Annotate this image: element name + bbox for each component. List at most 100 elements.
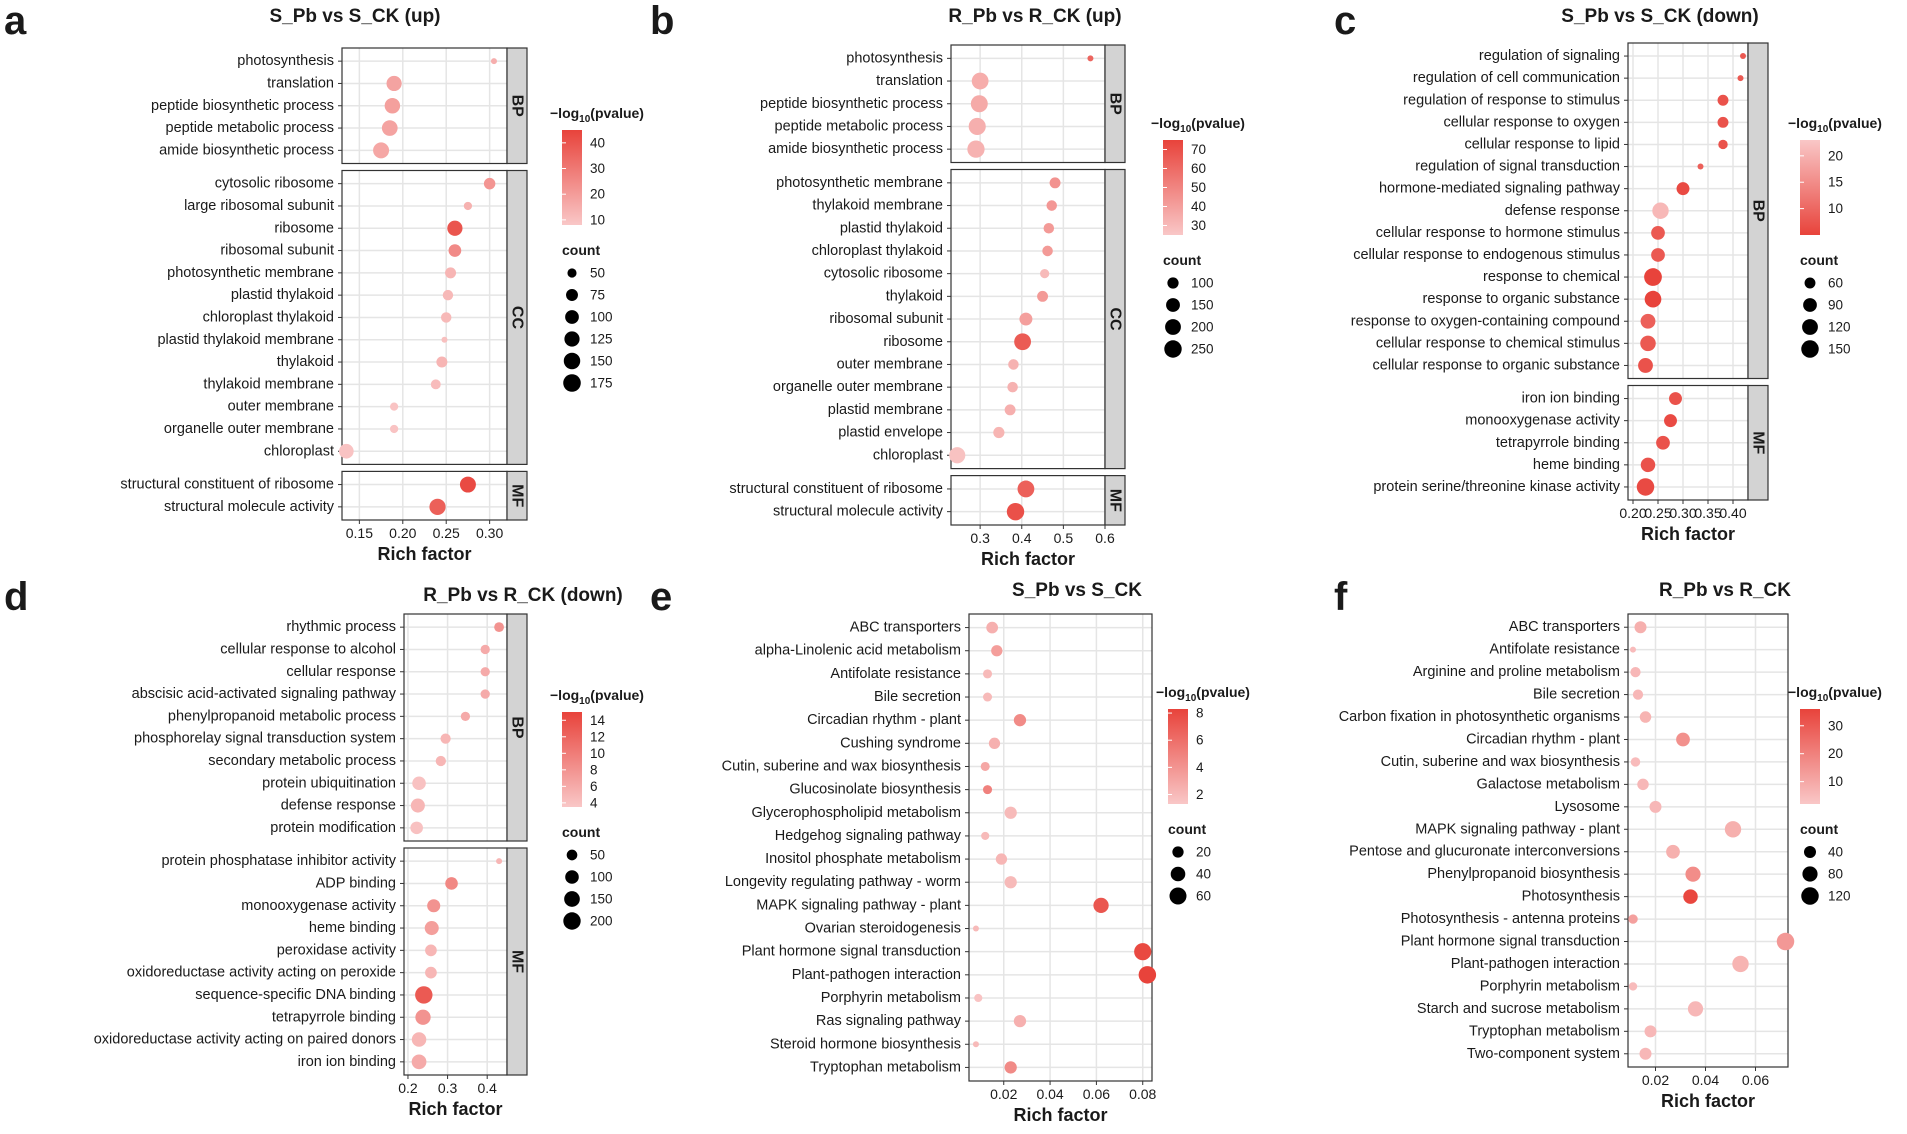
color-tick-label: 10 bbox=[590, 746, 605, 761]
size-legend-label: 100 bbox=[1191, 276, 1214, 291]
y-tick-label: thylakoid bbox=[277, 354, 334, 370]
size-legend-title: count bbox=[1800, 252, 1838, 268]
y-tick-label: monooxygenase activity bbox=[1465, 413, 1620, 429]
facet-label: BP bbox=[1750, 200, 1767, 223]
size-legend-label: 200 bbox=[1191, 320, 1214, 335]
y-tick-label: structural constituent of ribosome bbox=[729, 481, 943, 497]
data-point bbox=[496, 858, 503, 865]
size-legend-title: count bbox=[562, 242, 600, 258]
color-tick-label: 70 bbox=[1191, 142, 1206, 157]
size-legend-dot bbox=[1170, 866, 1186, 882]
size-legend-dot bbox=[1804, 846, 1816, 858]
data-point bbox=[483, 177, 496, 190]
color-legend-title: −log10(pvalue) bbox=[1788, 115, 1882, 135]
size-legend-dot bbox=[1167, 277, 1179, 289]
y-tick-label: Phenylpropanoid biosynthesis bbox=[1427, 866, 1620, 882]
data-point bbox=[480, 689, 490, 699]
color-tick-label: 20 bbox=[1828, 148, 1843, 163]
chart-title: R_Pb vs R_CK bbox=[1659, 580, 1791, 601]
y-tick-label: plastid thylakoid bbox=[231, 287, 334, 303]
data-point bbox=[971, 72, 989, 90]
y-tick-label: Ras signaling pathway bbox=[816, 1013, 962, 1029]
data-point bbox=[1630, 646, 1636, 653]
size-legend-dot bbox=[565, 310, 579, 324]
color-tick-label: 40 bbox=[1191, 199, 1206, 214]
facet-label: MF bbox=[1107, 489, 1124, 512]
data-point bbox=[1630, 667, 1641, 678]
size-legend-label: 20 bbox=[1196, 845, 1211, 860]
size-legend-label: 175 bbox=[590, 376, 613, 391]
panel-letter: a bbox=[4, 0, 27, 43]
y-tick-label: ABC transporters bbox=[1509, 619, 1620, 635]
color-tick-label: 12 bbox=[590, 729, 605, 744]
size-legend-dot bbox=[1169, 887, 1187, 905]
y-tick-label: Tryptophan metabolism bbox=[1469, 1023, 1620, 1039]
y-tick-label: Carbon fixation in photosynthetic organi… bbox=[1339, 709, 1620, 725]
data-point bbox=[1004, 876, 1017, 889]
y-tick-label: cellular response bbox=[286, 664, 396, 680]
y-tick-label: oxidoreductase activity acting on peroxi… bbox=[127, 965, 396, 981]
data-point bbox=[1651, 225, 1665, 240]
data-point bbox=[1636, 478, 1655, 496]
y-tick-label: Cutin, suberine and wax biosynthesis bbox=[722, 758, 961, 774]
y-tick-label: plastid membrane bbox=[828, 402, 943, 418]
y-tick-label: ABC transporters bbox=[850, 620, 961, 636]
y-tick-label: peptide metabolic process bbox=[166, 120, 334, 136]
data-point bbox=[1004, 404, 1016, 416]
y-tick-label: heme binding bbox=[1533, 457, 1620, 473]
color-tick-label: 30 bbox=[1828, 718, 1843, 733]
y-tick-label: cytosolic ribosome bbox=[215, 176, 334, 192]
legend: −log10(pvalue) 2 4 6 8 count 20 40 60 bbox=[1156, 684, 1250, 905]
data-point bbox=[448, 244, 462, 257]
data-point bbox=[1004, 1061, 1017, 1074]
x-tick-label: 0.04 bbox=[1692, 1072, 1719, 1088]
size-legend-dot bbox=[1802, 866, 1818, 882]
color-tick-label: 30 bbox=[590, 161, 605, 176]
size-legend-label: 120 bbox=[1828, 889, 1851, 904]
data-point bbox=[1637, 778, 1649, 791]
y-tick-label: structural molecule activity bbox=[773, 504, 944, 520]
y-tick-label: Steroid hormone biosynthesis bbox=[770, 1036, 961, 1052]
data-point bbox=[983, 669, 993, 679]
size-legend-label: 75 bbox=[590, 288, 605, 303]
y-tick-label: Circadian rhythm - plant bbox=[1466, 731, 1620, 747]
data-point bbox=[1087, 55, 1094, 62]
data-point bbox=[381, 120, 398, 136]
color-tick-label: 60 bbox=[1191, 161, 1206, 176]
size-legend-dot bbox=[1172, 846, 1184, 858]
size-legend-dot bbox=[1801, 340, 1819, 358]
data-point bbox=[463, 201, 473, 211]
color-tick-label: 30 bbox=[1191, 218, 1206, 233]
y-tick-label: Tryptophan metabolism bbox=[810, 1059, 961, 1075]
facet-BP: BP regulation of signaling regulation of c… bbox=[1351, 42, 1769, 380]
data-point bbox=[1017, 480, 1035, 498]
data-point bbox=[981, 831, 990, 841]
data-point bbox=[1644, 290, 1662, 308]
y-tick-label: outer membrane bbox=[837, 356, 943, 372]
y-tick-label: ribosomal subunit bbox=[220, 243, 334, 259]
y-tick-label: regulation of signaling bbox=[1479, 48, 1620, 64]
data-point bbox=[1649, 800, 1662, 813]
x-tick-label: 0.5 bbox=[1054, 530, 1074, 546]
x-tick-label: 0.04 bbox=[1036, 1086, 1063, 1102]
data-point bbox=[442, 289, 454, 301]
x-tick-label: 0.20 bbox=[1619, 505, 1646, 521]
y-tick-label: plastid envelope bbox=[838, 425, 943, 441]
size-legend-title: count bbox=[1163, 252, 1201, 268]
size-legend-dot bbox=[1803, 298, 1817, 312]
y-tick-label: Longevity regulating pathway - worm bbox=[725, 874, 961, 890]
color-bar bbox=[562, 712, 582, 807]
y-tick-label: phosphorelay signal transduction system bbox=[134, 731, 396, 747]
y-tick-label: protein modification bbox=[270, 820, 396, 836]
facet-CC: CC photosynthetic membrane thylakoid membr… bbox=[773, 168, 1126, 470]
y-tick-label: Two-component system bbox=[1467, 1046, 1620, 1062]
facet-strip bbox=[1104, 168, 1126, 470]
y-tick-label: photosynthesis bbox=[846, 50, 943, 66]
color-tick-label: 40 bbox=[590, 135, 605, 150]
y-tick-label: protein serine/threonine kinase activity bbox=[1373, 479, 1620, 495]
y-tick-label: thylakoid bbox=[886, 288, 943, 304]
data-point bbox=[384, 98, 401, 114]
facet-all: ABC transporters Antifolate resistance Arg… bbox=[1339, 613, 1795, 1068]
data-point bbox=[389, 402, 399, 411]
data-point bbox=[1042, 245, 1053, 257]
